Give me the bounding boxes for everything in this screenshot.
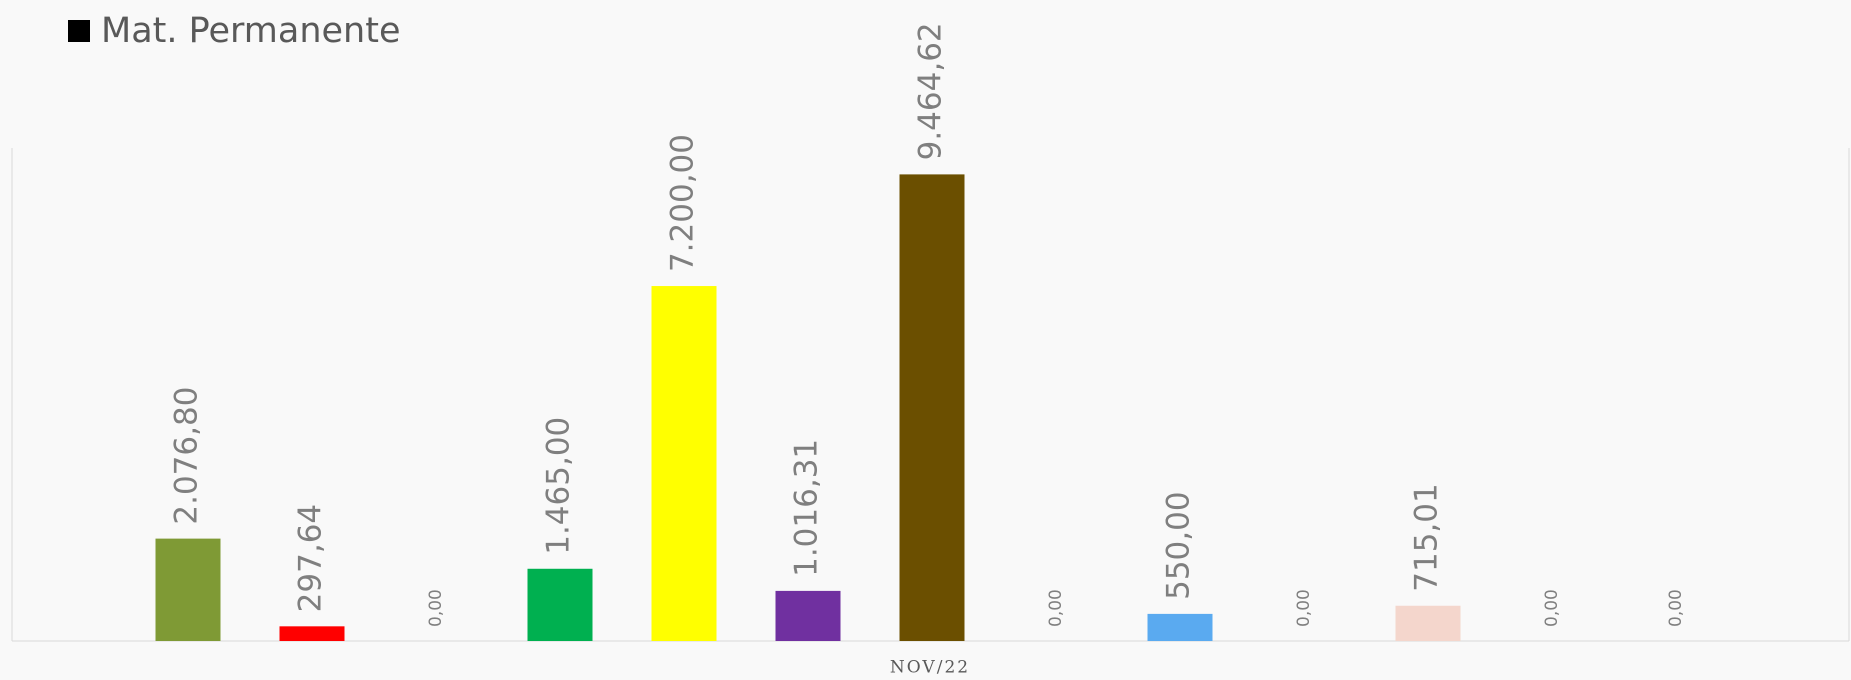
data-label: 0,00 (1294, 589, 1314, 627)
bar (775, 590, 841, 641)
x-tick-label: NOV/22 (890, 658, 970, 678)
data-label: 550,00 (1161, 491, 1197, 599)
legend-label: Mat. Permanente (101, 11, 400, 51)
data-label: 7.200,00 (665, 134, 701, 272)
data-label: 0,00 (1542, 589, 1562, 627)
data-label: 9.464,62 (913, 22, 949, 160)
data-label: 2.076,80 (169, 387, 205, 525)
bar (1395, 605, 1461, 641)
bar (651, 286, 717, 641)
bar (279, 626, 345, 641)
data-label: 0,00 (426, 589, 446, 627)
data-label: 715,01 (1409, 483, 1445, 591)
bar (899, 174, 965, 642)
bar (1147, 613, 1213, 641)
bar (155, 538, 221, 641)
data-label: 297,64 (293, 504, 329, 612)
data-label: 0,00 (1046, 589, 1066, 627)
bar (527, 568, 593, 641)
data-label: 0,00 (1666, 589, 1686, 627)
legend-swatch (68, 20, 90, 42)
data-label: 1.016,31 (789, 439, 825, 577)
data-label: 1.465,00 (541, 417, 577, 555)
